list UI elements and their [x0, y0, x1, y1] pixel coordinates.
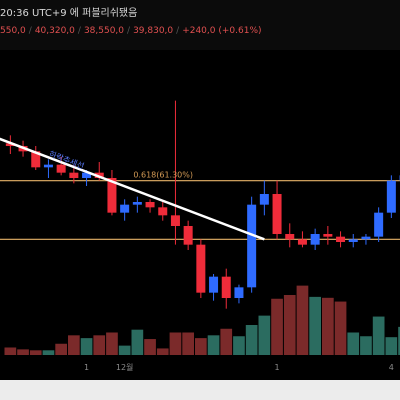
price-chart[interactable]: 0.618(61.30%) 하락추세선 1 12월 1 4	[0, 50, 400, 380]
candle-body	[386, 180, 396, 213]
volume-bar	[245, 325, 258, 355]
volume-bar	[118, 345, 131, 355]
candle-body	[285, 234, 295, 240]
x-axis-tick: 1	[84, 363, 89, 372]
downtrend-line	[0, 137, 265, 241]
candle-body	[247, 204, 257, 288]
volume-bar	[55, 343, 67, 355]
x-axis-tick: 12월	[116, 362, 134, 372]
ohlc-low: 38,550,0	[83, 26, 125, 36]
candle-body	[170, 215, 180, 226]
candle-body	[145, 202, 155, 208]
volume-bar	[182, 332, 194, 355]
volume-bar	[68, 335, 80, 355]
candle-body	[209, 276, 219, 293]
volume-bar	[322, 297, 334, 355]
volume-bar	[195, 338, 207, 355]
candle-body	[374, 212, 384, 237]
volume-bar	[258, 315, 271, 355]
volume-bar	[309, 296, 321, 355]
candle-body	[272, 194, 282, 234]
volume-bar	[360, 336, 372, 355]
candle-body	[259, 194, 269, 205]
candle-body	[323, 234, 333, 237]
candle-body	[82, 172, 92, 178]
volume-bar	[131, 329, 144, 355]
candle-body	[336, 236, 346, 242]
volume-bar	[296, 285, 309, 355]
volume-bar	[283, 295, 296, 355]
volume-bar	[80, 338, 93, 355]
volume-bar	[144, 339, 156, 355]
volume-bar	[372, 316, 385, 355]
ohlc-open: 550,0	[0, 26, 26, 36]
trendline-label: 하락추세선	[48, 149, 86, 171]
candle-body	[69, 172, 79, 178]
volume-bar	[220, 328, 233, 355]
candle-body	[31, 151, 41, 168]
ohlc-high: 40,320,0	[34, 26, 75, 36]
candle-body	[310, 234, 320, 245]
candle-body	[5, 143, 15, 146]
ohlc-change: +240,0 (+0.61%)	[182, 26, 262, 36]
volume-bar	[42, 350, 55, 355]
volume-bar	[271, 298, 283, 355]
candle-body	[361, 236, 371, 240]
ohlc-readout: 550,0/40,320,0/38,550,0/39,830,0/+240,0 …	[0, 26, 262, 36]
volume-bar	[385, 337, 398, 355]
volume-bar	[207, 335, 220, 355]
volume-bar	[347, 332, 360, 355]
x-axis-tick: 1	[275, 363, 280, 372]
x-axis-tick: 4	[389, 363, 394, 372]
candle-body	[107, 178, 117, 213]
fib-level-label: 0.618(61.30%)	[133, 171, 193, 180]
candle-body	[158, 207, 168, 216]
published-text: 20:36 UTC+9 에 퍼블리쉬됐음	[0, 8, 138, 19]
candle-body	[234, 287, 244, 298]
volume-bar	[106, 332, 118, 355]
volume-bar	[17, 349, 29, 355]
candle-body	[221, 276, 231, 298]
volume-bar	[169, 332, 182, 355]
volume-bar	[398, 326, 400, 355]
volume-bar	[29, 350, 42, 355]
candle-body	[183, 226, 193, 245]
volume-bar	[233, 336, 245, 355]
candle-body	[43, 164, 53, 168]
candle-body	[120, 204, 130, 213]
candle-body	[297, 239, 307, 245]
volume-bar	[156, 348, 169, 355]
candle-body	[348, 239, 358, 242]
candle-body	[56, 164, 66, 173]
candle-body	[132, 202, 142, 205]
candle-body	[196, 244, 206, 293]
volume-bar	[4, 347, 17, 355]
volume-bar	[93, 335, 106, 355]
volume-bar	[334, 301, 347, 355]
ohlc-close: 39,830,0	[133, 26, 174, 36]
bottom-bar	[0, 380, 400, 400]
chart-header: 20:36 UTC+9 에 퍼블리쉬됐음 550,0/40,320,0/38,5…	[0, 0, 400, 50]
